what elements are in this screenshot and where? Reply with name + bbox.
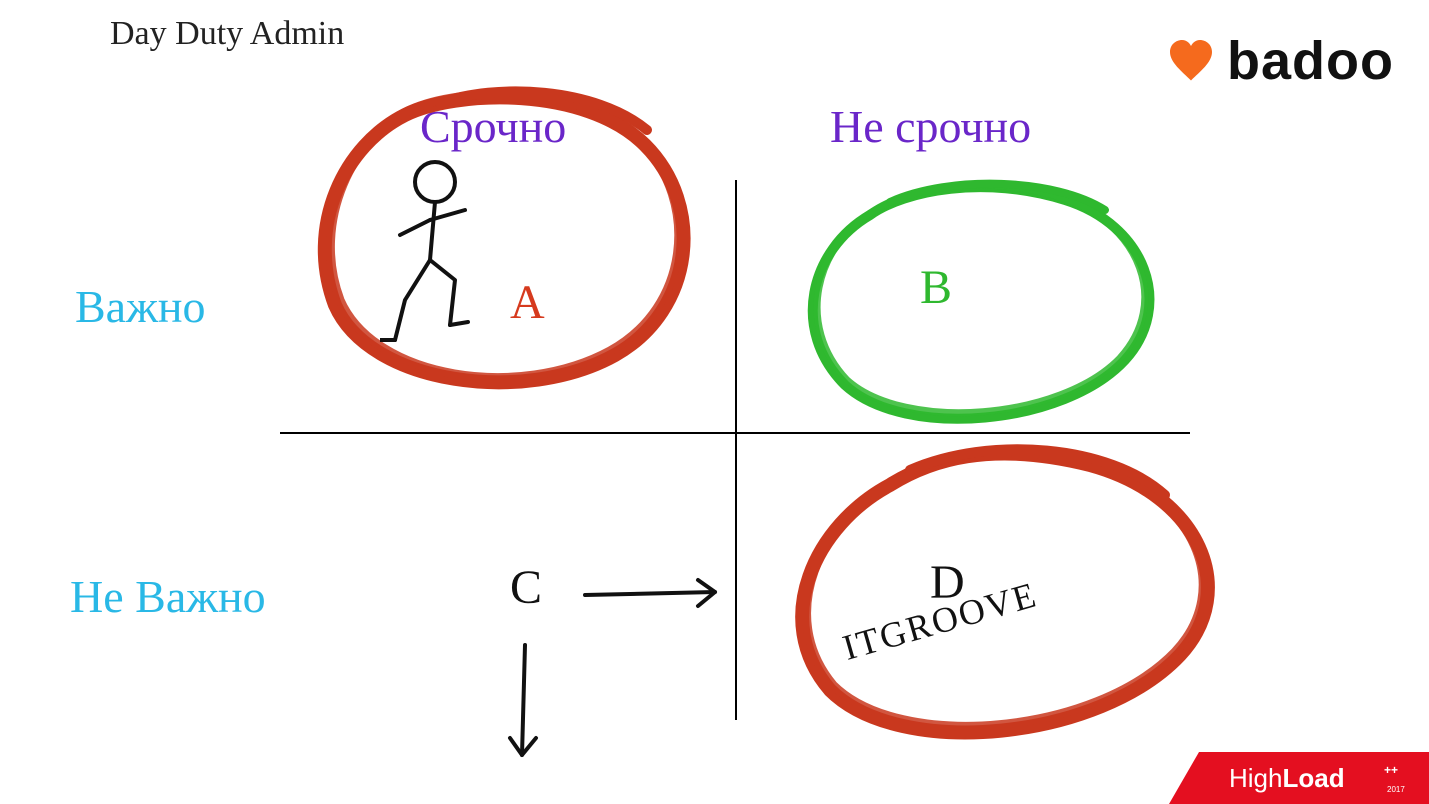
row-not-important: Не Важно — [70, 570, 266, 623]
footer-light: High — [1229, 763, 1282, 793]
svg-text:HighLoad: HighLoad — [1229, 763, 1345, 793]
quadrant-b-label: B — [920, 260, 952, 315]
footer-year: 2017 — [1387, 785, 1405, 794]
quadrant-c-label: C — [510, 560, 542, 615]
slide-canvas: Day Duty Admin badoo Срочно Не срочно Ва… — [0, 0, 1429, 804]
arrow-right-icon — [580, 570, 740, 620]
arrow-down-icon — [500, 640, 550, 780]
footer-bold: Load — [1282, 763, 1344, 793]
slide-title: Day Duty Admin — [110, 15, 344, 53]
brand-text: badoo — [1227, 30, 1394, 92]
column-not-urgent: Не срочно — [830, 100, 1031, 153]
footer-suffix: ++ — [1384, 763, 1398, 777]
row-important: Важно — [75, 280, 206, 333]
axis-vertical — [735, 180, 737, 720]
brand-logo: badoo — [1167, 30, 1394, 92]
heart-icon — [1167, 37, 1215, 85]
stick-figure-icon — [380, 160, 510, 360]
footer-badge: HighLoad ++ 2017 — [1169, 752, 1429, 804]
quadrant-b-circle — [775, 170, 1175, 430]
quadrant-a-label: A — [510, 275, 545, 330]
